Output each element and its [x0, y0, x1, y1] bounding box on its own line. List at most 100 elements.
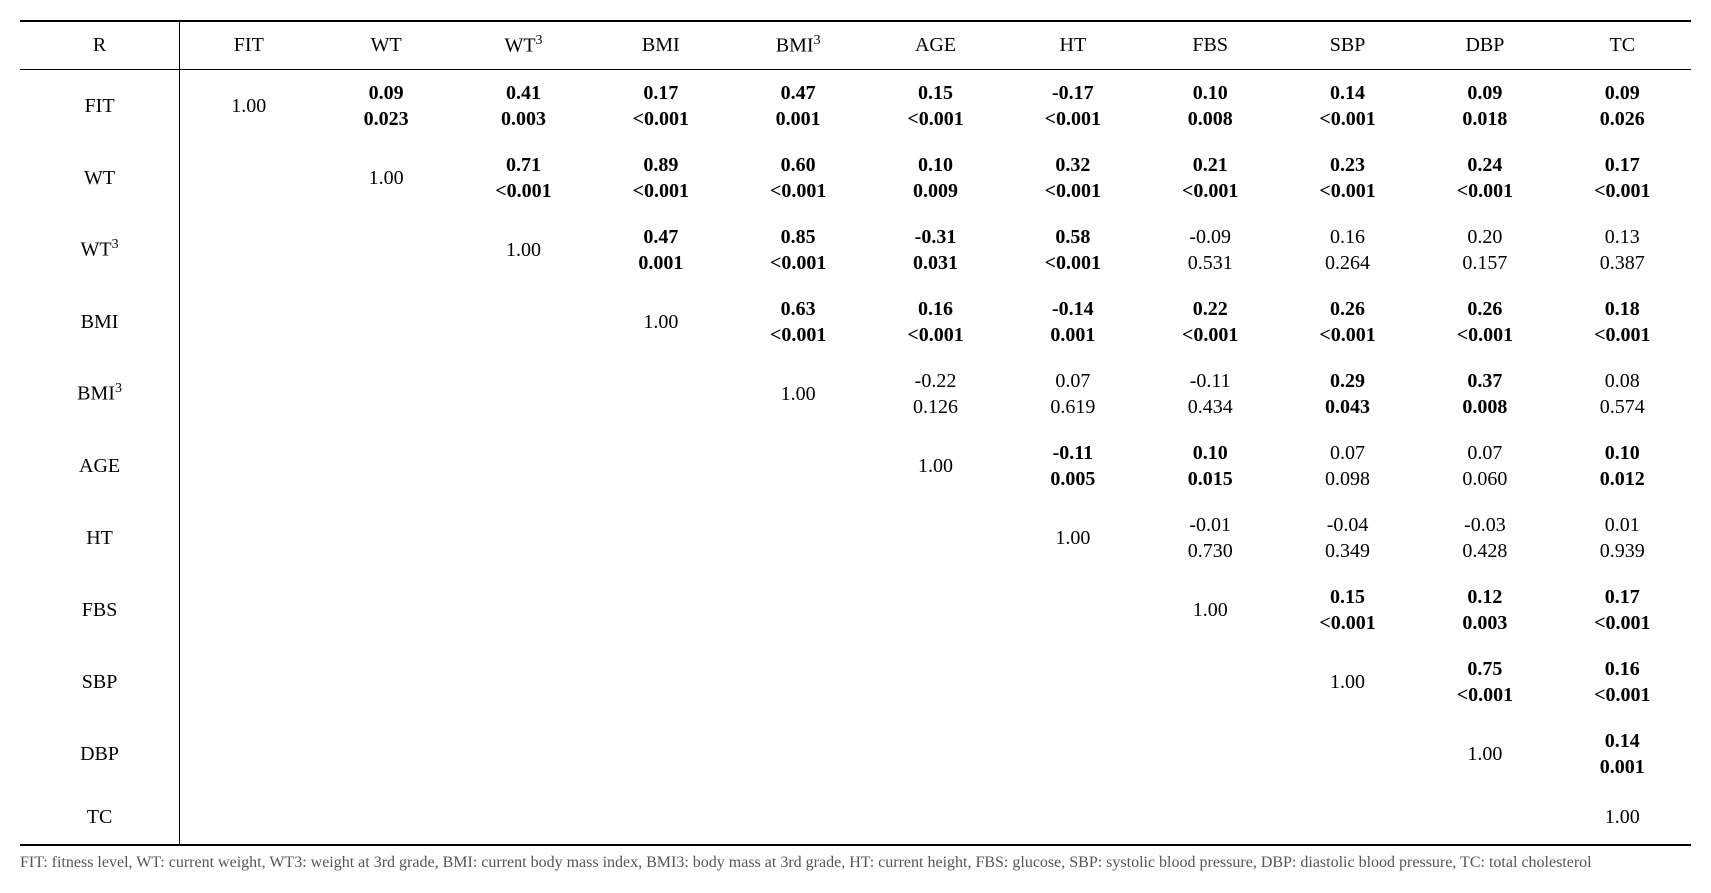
table-cell: 0.090.026: [1554, 69, 1691, 142]
r-value: 0.17: [1605, 152, 1640, 178]
r-value: 0.17: [1605, 584, 1640, 610]
p-value: 0.264: [1325, 250, 1370, 276]
p-value: <0.001: [907, 106, 963, 132]
r-value: 0.15: [1330, 584, 1365, 610]
p-value: 0.619: [1050, 394, 1095, 420]
table-cell: 0.470.001: [592, 214, 729, 286]
r-value: 0.26: [1330, 296, 1365, 322]
table-cell: [1142, 718, 1279, 790]
r-value: -0.11: [1190, 368, 1231, 394]
table-cell: 1.00: [730, 358, 867, 430]
row-label: HT: [20, 502, 180, 574]
table-cell: [592, 574, 729, 646]
table-cell: 1.00: [317, 142, 454, 214]
table-cell: 0.130.387: [1554, 214, 1691, 286]
p-value: <0.001: [1457, 682, 1513, 708]
r-value: 0.71: [506, 152, 541, 178]
r-value: 0.01: [1605, 512, 1640, 538]
table-cell: [1142, 790, 1279, 845]
table-cell: -0.010.730: [1142, 502, 1279, 574]
table-cell: 0.160.264: [1279, 214, 1416, 286]
table-cell: 0.15<0.001: [867, 69, 1004, 142]
table-cell: [592, 358, 729, 430]
p-value: <0.001: [633, 106, 689, 132]
table-cell: 1.00: [592, 286, 729, 358]
table-cell: [455, 718, 592, 790]
table-cell: 1.00: [1416, 718, 1553, 790]
r-value: -0.22: [915, 368, 957, 394]
table-cell: [730, 574, 867, 646]
diagonal-value: 1.00: [1467, 743, 1502, 765]
p-value: 0.008: [1188, 106, 1233, 132]
p-value: <0.001: [1045, 250, 1101, 276]
table-cell: [317, 358, 454, 430]
table-cell: 1.00: [1142, 574, 1279, 646]
table-cell: [317, 286, 454, 358]
table-cell: [317, 430, 454, 502]
table-cell: 0.16<0.001: [867, 286, 1004, 358]
table-row: AGE1.00-0.110.0050.100.0150.070.0980.070…: [20, 430, 1691, 502]
table-cell: [1279, 718, 1416, 790]
r-value: 0.60: [781, 152, 816, 178]
row-label: DBP: [20, 718, 180, 790]
p-value: <0.001: [770, 250, 826, 276]
r-value: 0.10: [1605, 440, 1640, 466]
p-value: 0.012: [1600, 466, 1645, 492]
diagonal-value: 1.00: [506, 239, 541, 261]
p-value: 0.001: [776, 106, 821, 132]
table-row: HT1.00-0.010.730-0.040.349-0.030.4280.01…: [20, 502, 1691, 574]
table-cell: 1.00: [1279, 646, 1416, 718]
table-cell: 0.410.003: [455, 69, 592, 142]
p-value: 0.015: [1188, 466, 1233, 492]
p-value: <0.001: [1319, 610, 1375, 636]
p-value: 0.005: [1050, 466, 1095, 492]
col-header: AGE: [867, 21, 1004, 69]
r-value: 0.09: [369, 80, 404, 106]
r-value: 0.10: [1193, 440, 1228, 466]
r-value: 0.10: [1193, 80, 1228, 106]
p-value: <0.001: [770, 178, 826, 204]
table-cell: [867, 790, 1004, 845]
table-cell: 0.85<0.001: [730, 214, 867, 286]
r-value: 0.85: [781, 224, 816, 250]
table-header: RFITWTWT3BMIBMI3AGEHTFBSSBPDBPTC: [20, 21, 1691, 69]
table-cell: [867, 502, 1004, 574]
col-header: DBP: [1416, 21, 1553, 69]
p-value: 0.349: [1325, 538, 1370, 564]
table-cell: 0.26<0.001: [1279, 286, 1416, 358]
table-cell: 0.100.008: [1142, 69, 1279, 142]
table-cell: [730, 430, 867, 502]
table-cell: [1004, 718, 1141, 790]
r-value: 0.24: [1467, 152, 1502, 178]
table-cell: 0.070.098: [1279, 430, 1416, 502]
row-label: BMI: [20, 286, 180, 358]
r-value: -0.04: [1327, 512, 1369, 538]
table-cell: 0.200.157: [1416, 214, 1553, 286]
table-cell: 0.090.023: [317, 69, 454, 142]
table-cell: [1142, 646, 1279, 718]
table-row: FBS1.000.15<0.0010.120.0030.17<0.001: [20, 574, 1691, 646]
p-value: 0.009: [913, 178, 958, 204]
table-cell: 0.100.012: [1554, 430, 1691, 502]
diagonal-value: 1.00: [231, 95, 266, 117]
p-value: <0.001: [770, 322, 826, 348]
r-value: 0.16: [1605, 656, 1640, 682]
table-row: WT1.000.71<0.0010.89<0.0010.60<0.0010.10…: [20, 142, 1691, 214]
table-cell: [180, 718, 318, 790]
table-cell: [730, 646, 867, 718]
table-cell: 0.100.009: [867, 142, 1004, 214]
r-value: 0.07: [1330, 440, 1365, 466]
r-value: 0.75: [1467, 656, 1502, 682]
table-cell: [455, 646, 592, 718]
r-value: 0.16: [1330, 224, 1365, 250]
p-value: 0.001: [1600, 754, 1645, 780]
row-label: BMI3: [20, 358, 180, 430]
table-cell: 0.71<0.001: [455, 142, 592, 214]
table-cell: 0.17<0.001: [592, 69, 729, 142]
table-row: SBP1.000.75<0.0010.16<0.001: [20, 646, 1691, 718]
table-cell: 0.63<0.001: [730, 286, 867, 358]
r-value: 0.29: [1330, 368, 1365, 394]
table-cell: [592, 790, 729, 845]
p-value: <0.001: [1182, 322, 1238, 348]
table-row: FIT1.000.090.0230.410.0030.17<0.0010.470…: [20, 69, 1691, 142]
